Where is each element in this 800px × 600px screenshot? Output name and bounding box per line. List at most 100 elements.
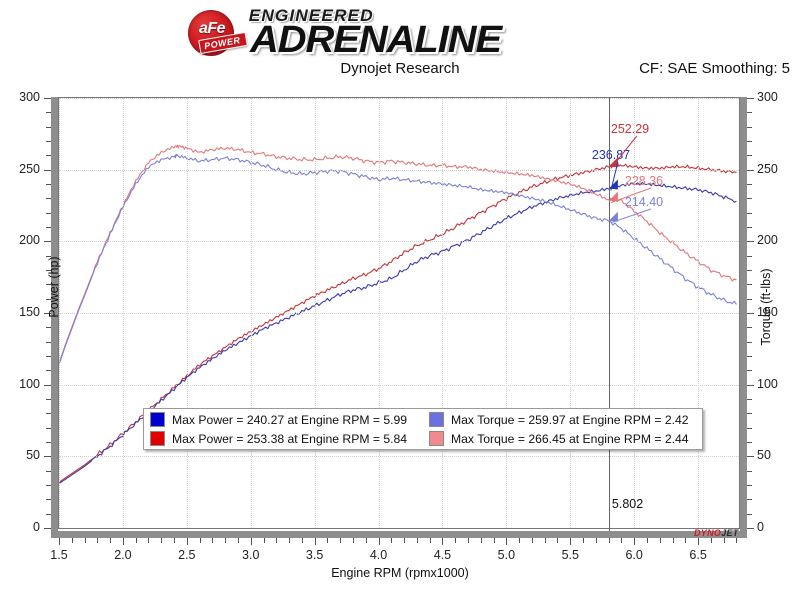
tick-y-minor [46,255,51,257]
cursor-rpm-label: 5.802 [611,497,644,511]
tick-x-minor [646,538,648,543]
tick-y-minor [46,198,51,200]
tick-y-minor [46,184,51,185]
tick-x-minor [212,538,214,543]
tick-y-right-major [747,384,754,386]
tick-x-minor [595,538,597,543]
tick-x-minor [365,538,367,543]
tick-y-major [44,313,51,314]
tick-y-right-minor [747,499,752,501]
callout-torque-red: 228.36 [624,174,664,188]
tick-y-minor [46,341,51,343]
tick-y-major [44,384,51,386]
tick-x-major [59,538,60,545]
correction-factor-label: CF: SAE Smoothing: 5 [639,60,790,77]
tick-x-minor [71,538,73,543]
x-axis-tick-label: 4.5 [433,548,452,562]
gridline-vertical [506,98,508,528]
tick-x-minor [174,538,176,543]
tick-y-right-minor [747,356,752,357]
y-axis-tick-label: 0 [33,520,40,534]
tick-y-right-major [747,456,754,458]
tick-y-right-minor [747,370,752,372]
callout-power-red: 252.29 [610,122,650,136]
tick-x-minor [327,538,329,543]
x-axis-tick-label: 4.0 [369,548,388,562]
tick-x-minor [468,538,470,543]
gridline-horizontal [59,456,739,458]
gridline-vertical [122,98,124,528]
tick-y-minor [46,442,51,443]
tick-x-minor [672,538,674,543]
dynojet-watermark: DYNOJET [694,528,739,539]
tick-y-right-minor [747,399,752,400]
callout-torque-blue: 214.40 [624,195,664,209]
tick-x-minor [148,538,150,543]
y-axis-right-tick-label: 300 [757,90,778,104]
tick-x-major [442,538,444,545]
y-axis-tick-label: 200 [19,233,40,248]
y-axis-right-tick-label: 150 [757,305,778,319]
curve-power-baseline [59,181,737,485]
tagline-engineered: ENGINEERED [248,6,374,25]
axis-bar-right [740,97,747,531]
legend-row: Max Power = 240.27 at Engine RPM = 5.99 … [144,410,702,429]
gridline-vertical [250,98,252,528]
tick-x-minor [493,538,495,543]
tick-y-right-major [747,528,754,529]
tick-y-right-major [747,241,754,243]
gridline-vertical [442,98,444,528]
gridline-vertical [186,98,188,528]
brand-header: aFe POWER ENGINEERED ADRENALINE [186,4,606,60]
tick-y-minor [46,485,51,486]
legend-item-torque-red[interactable]: Max Torque = 266.45 at Engine RPM = 2.44 [423,431,702,446]
gridline-vertical [59,98,60,528]
legend-swatch-torque-red [429,431,444,446]
gridline-vertical [634,98,636,528]
y-axis-tick-label: 150 [19,305,40,319]
y-axis-title-right: Torque (ft-lbs) [759,268,773,346]
legend-box[interactable]: Max Power = 240.27 at Engine RPM = 5.99 … [143,408,703,450]
tick-y-major [44,98,51,99]
tick-y-right-minor [747,198,752,200]
tick-y-right-minor [747,184,752,185]
tick-x-major [634,538,636,545]
legend-item-power-red[interactable]: Max Power = 253.38 at Engine RPM = 5.84 [144,431,423,446]
plot-area[interactable] [58,97,740,529]
y-axis-tick-label: 50 [26,448,40,463]
tick-x-minor [135,538,137,543]
cursor-line[interactable] [608,97,610,531]
legend-item-torque-blue[interactable]: Max Torque = 259.97 at Engine RPM = 2.42 [423,412,702,427]
tick-x-major [378,538,380,545]
tick-x-major [250,538,252,545]
tick-x-minor [416,538,418,543]
legend-row: Max Power = 253.38 at Engine RPM = 5.84 … [144,429,702,448]
tick-x-minor [391,538,393,543]
x-axis-tick-label: 6.5 [689,548,707,562]
tick-x-major [506,538,508,545]
x-axis-tick-label: 5.5 [561,548,579,562]
y-axis-right-tick-label: 250 [757,161,778,176]
tick-x-minor [455,538,457,543]
legend-item-power-blue[interactable]: Max Power = 240.27 at Engine RPM = 5.99 [144,412,423,427]
tick-x-minor [237,538,239,543]
tick-x-minor [161,538,163,543]
tick-y-minor [46,413,51,415]
tick-y-right-minor [747,513,752,515]
tick-x-minor [225,538,227,543]
y-axis-tick-label: 250 [19,161,40,176]
tick-y-major [44,456,51,458]
tick-x-minor [710,538,712,543]
dynojet-watermark-jet: JET [721,528,739,538]
afe-power-logo: aFe POWER [186,8,248,58]
gridline-horizontal [59,98,739,99]
tick-x-minor [736,538,738,543]
tick-y-right-minor [747,442,752,443]
tick-y-right-minor [747,284,752,286]
x-axis-tick-label: 1.5 [50,548,68,562]
gridline-vertical [570,98,572,528]
page-title: Dynojet Research [340,60,460,77]
tick-y-minor [46,370,51,372]
tick-x-minor [97,538,99,543]
y-axis-tick-label: 100 [19,376,40,391]
